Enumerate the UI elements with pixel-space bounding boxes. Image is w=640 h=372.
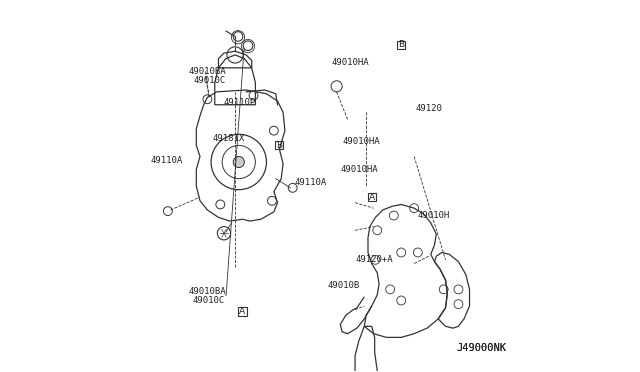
Text: A: A	[239, 307, 246, 316]
Text: A: A	[369, 193, 375, 202]
Text: 49110P: 49110P	[223, 99, 255, 108]
Text: 49010BA: 49010BA	[189, 287, 227, 296]
Circle shape	[233, 157, 244, 167]
Text: 49010HA: 49010HA	[340, 165, 378, 174]
Text: 49010C: 49010C	[193, 76, 226, 85]
Text: 49181X: 49181X	[213, 134, 245, 142]
Text: 49110A: 49110A	[294, 178, 326, 187]
Text: 49010HA: 49010HA	[342, 137, 380, 146]
Text: J49000NK: J49000NK	[456, 343, 507, 353]
Text: B: B	[398, 41, 404, 49]
Text: 49120: 49120	[416, 104, 443, 113]
Text: 49120+A: 49120+A	[355, 255, 393, 264]
Text: J49000NK: J49000NK	[456, 343, 507, 353]
Text: 49110A: 49110A	[150, 155, 182, 165]
Text: B: B	[276, 141, 282, 150]
Text: 49010H: 49010H	[418, 211, 450, 220]
Text: 49010B: 49010B	[328, 281, 360, 290]
Text: 49010BA: 49010BA	[189, 67, 227, 76]
Text: 49010C: 49010C	[193, 296, 225, 305]
Text: 49010HA: 49010HA	[331, 58, 369, 67]
